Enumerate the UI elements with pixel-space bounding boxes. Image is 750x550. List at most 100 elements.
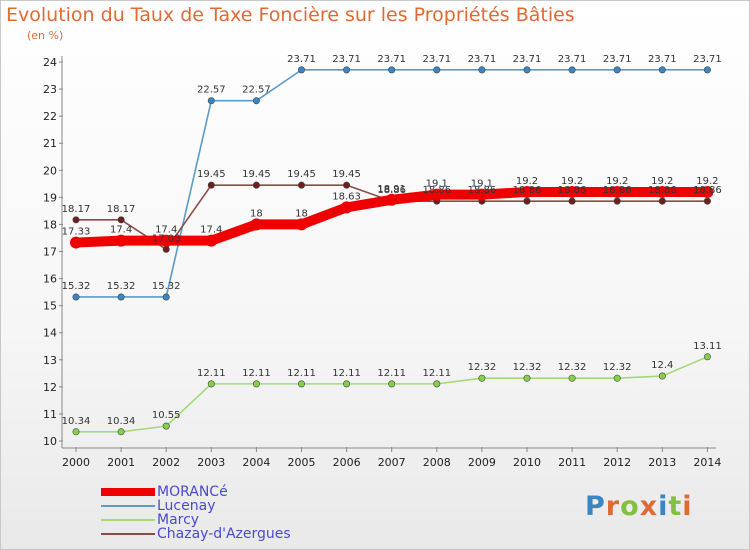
y-tick-label: 11 [43, 408, 57, 421]
data-label: 17.08 [152, 233, 181, 244]
data-label: 13.11 [693, 341, 722, 352]
data-point [115, 234, 128, 247]
data-point [252, 380, 260, 388]
logo-letter: x [639, 491, 659, 522]
y-tick-label: 15 [43, 300, 57, 313]
data-label: 18 [250, 208, 263, 219]
data-label: 19.2 [516, 176, 538, 187]
data-point [117, 293, 125, 301]
data-label: 23.71 [377, 54, 406, 65]
x-tick-label: 2008 [423, 456, 451, 469]
data-label: 19.2 [606, 176, 628, 187]
data-point [430, 188, 443, 201]
data-label: 23.71 [513, 54, 542, 65]
data-label: 19.2 [561, 176, 583, 187]
data-label: 23.71 [468, 54, 497, 65]
x-tick-label: 2005 [288, 456, 316, 469]
logo-letter: o [620, 491, 640, 522]
legend-label: Chazay-d'Azergues [157, 526, 291, 542]
data-label: 18.86 [468, 185, 497, 196]
data-label: 18.86 [603, 185, 632, 196]
data-label: 23.71 [332, 54, 361, 65]
data-label: 12.32 [513, 362, 542, 373]
data-point [611, 185, 624, 198]
data-label: 18.17 [107, 204, 136, 215]
x-tick-label: 2011 [558, 456, 586, 469]
y-tick-label: 18 [43, 218, 57, 231]
data-label: 12.32 [603, 362, 632, 373]
data-label: 12.11 [377, 368, 406, 379]
x-tick-label: 2003 [197, 456, 225, 469]
data-label: 18 [295, 208, 308, 219]
data-point [385, 193, 398, 206]
data-point [162, 422, 170, 430]
data-point [568, 374, 576, 382]
logo-letter: P [585, 491, 606, 522]
data-point [568, 197, 576, 205]
data-label: 10.34 [62, 416, 91, 427]
legend-label: MORANCé [157, 484, 228, 500]
data-point [160, 234, 173, 247]
data-label: 18.86 [693, 185, 722, 196]
data-label: 15.32 [152, 281, 181, 292]
data-point [703, 197, 711, 205]
data-point [478, 66, 486, 74]
data-point [433, 66, 441, 74]
y-tick-label: 12 [43, 381, 57, 394]
data-label: 18.17 [62, 204, 91, 215]
y-tick-label: 14 [43, 327, 57, 340]
data-point [521, 185, 533, 198]
legend-label: Lucenay [157, 498, 216, 514]
data-label: 23.71 [648, 54, 677, 65]
data-point [613, 374, 621, 382]
x-tick-label: 2009 [468, 456, 496, 469]
data-label: 18.86 [648, 185, 677, 196]
data-point [566, 185, 579, 198]
data-point [478, 374, 486, 382]
logo-letter: r [605, 491, 621, 522]
x-tick-label: 2014 [693, 456, 721, 469]
data-point [523, 374, 531, 382]
data-label: 18.86 [558, 185, 587, 196]
data-point [162, 245, 170, 253]
x-tick-label: 2012 [603, 456, 631, 469]
x-tick-label: 2004 [242, 456, 270, 469]
data-label: 10.34 [107, 416, 136, 427]
data-point [207, 181, 215, 189]
data-label: 19.45 [287, 169, 316, 180]
data-label: 19.45 [332, 169, 361, 180]
data-label: 12.11 [332, 368, 361, 379]
legend-item: MORANCé [101, 485, 291, 499]
data-label: 12.11 [422, 368, 451, 379]
data-point [70, 236, 82, 249]
data-label: 18.86 [513, 185, 542, 196]
legend-label: Marcy [157, 512, 200, 528]
legend-swatch [101, 533, 155, 535]
data-point [523, 66, 531, 74]
data-point [613, 197, 621, 205]
legend-swatch [101, 519, 155, 521]
y-tick-label: 22 [43, 110, 57, 123]
y-tick-label: 17 [43, 246, 57, 259]
data-label: 17.33 [62, 227, 91, 238]
x-tick-label: 2006 [333, 456, 361, 469]
data-point [568, 66, 576, 74]
data-point [343, 181, 351, 189]
data-point [297, 181, 305, 189]
logo-letter: t [668, 491, 683, 522]
y-tick-label: 24 [43, 56, 57, 69]
legend-swatch [101, 505, 155, 507]
data-label: 12.11 [242, 368, 271, 379]
data-point [388, 66, 396, 74]
data-label: 18.86 [377, 185, 406, 196]
data-point [252, 97, 260, 105]
data-point [658, 197, 666, 205]
y-tick-label: 13 [43, 354, 57, 367]
legend-swatch [101, 488, 155, 496]
data-point [205, 234, 218, 247]
y-tick-label: 20 [43, 164, 57, 177]
data-point [703, 353, 711, 361]
data-label: 19.1 [471, 179, 493, 190]
y-tick-label: 19 [43, 191, 57, 204]
